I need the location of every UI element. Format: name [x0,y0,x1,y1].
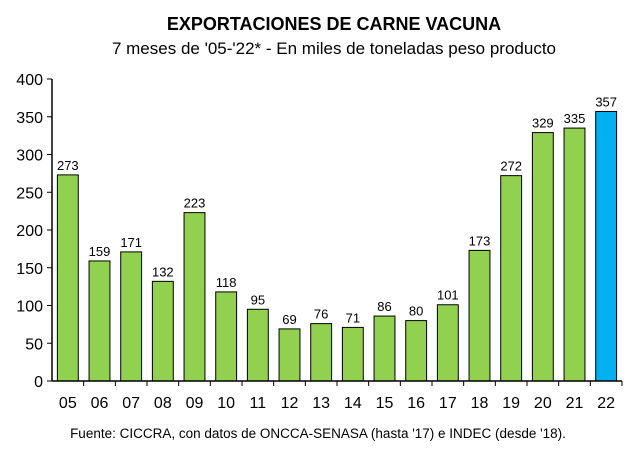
data-label-13: 76 [314,307,328,322]
data-label-20: 329 [532,116,554,131]
data-label-19: 272 [500,159,522,174]
x-tick-label-06: 06 [91,395,109,412]
bar-15 [373,315,396,382]
chart-subtitle: 7 meses de '05-'22* - En miles de tonela… [112,39,556,58]
data-label-06: 159 [89,244,111,259]
x-tick-label-18: 18 [471,395,489,412]
data-label-14: 71 [346,310,360,325]
y-tick-label: 250 [16,185,43,202]
bar-18 [468,249,491,382]
y-tick-label: 400 [16,72,43,89]
y-axis-ticks: 0 50 100 150 200 250 300 350 400 [16,72,52,391]
y-tick-label: 300 [16,148,43,165]
x-tick-label-09: 09 [186,395,204,412]
data-labels-group: 273 159 171 132 223 118 95 69 76 71 86 80 101 173 272 3… [57,94,617,326]
bar-17 [436,304,459,382]
x-tick-label-05: 05 [59,395,77,412]
source-note: Fuente: CICCRA, con datos de ONCCA-SENAS… [70,426,566,441]
data-label-09: 223 [184,196,206,211]
data-label-07: 171 [120,235,142,250]
data-label-05: 273 [57,158,79,173]
data-label-22: 357 [595,94,617,109]
x-tick-label-22: 22 [597,395,615,412]
bar-13 [310,323,333,382]
data-label-11: 95 [251,292,265,307]
y-tick-label: 50 [25,336,43,353]
x-tick-label-21: 21 [566,395,584,412]
bar-14 [341,326,364,382]
bar-07 [120,251,143,382]
data-label-21: 335 [564,111,586,126]
x-tick-label-15: 15 [376,395,394,412]
x-axis-ticks: 05 06 07 08 09 10 11 12 13 14 15 16 17 18 19 20 21 22 [59,381,623,412]
bar-19 [500,175,523,382]
bar-05 [56,174,79,382]
y-tick-label: 350 [16,110,43,127]
x-tick-label-11: 11 [250,395,267,412]
y-tick-label: 150 [16,261,43,278]
bar-10 [215,291,238,382]
y-tick-label: 200 [16,223,43,240]
data-label-18: 173 [469,233,491,248]
data-label-10: 118 [216,275,237,290]
bar-08 [151,280,174,382]
data-label-17: 101 [437,288,459,303]
chart-title: EXPORTACIONES DE CARNE VACUNA [167,14,501,34]
data-label-08: 132 [152,264,174,279]
x-tick-label-17: 17 [439,395,457,412]
x-tick-label-16: 16 [407,395,425,412]
bar-06 [88,260,111,382]
x-tick-label-14: 14 [344,395,362,412]
y-tick-label: 100 [16,299,43,316]
bar-12 [278,328,301,382]
x-tick-label-08: 08 [154,395,172,412]
bars-group [56,110,618,382]
bar-21 [563,127,586,382]
x-tick-label-13: 13 [312,395,330,412]
x-tick-label-12: 12 [281,395,299,412]
x-tick-label-07: 07 [122,395,140,412]
y-tick-label: 0 [34,374,43,391]
bar-22 [595,110,618,382]
bar-11 [246,308,269,382]
data-label-12: 69 [282,312,296,327]
x-tick-label-20: 20 [534,395,552,412]
bar-09 [183,212,206,382]
data-label-15: 86 [377,299,391,314]
bar-16 [405,320,428,382]
bar-20 [531,132,554,382]
x-tick-label-19: 19 [502,395,520,412]
data-label-16: 80 [409,304,423,319]
x-tick-label-10: 10 [217,395,235,412]
